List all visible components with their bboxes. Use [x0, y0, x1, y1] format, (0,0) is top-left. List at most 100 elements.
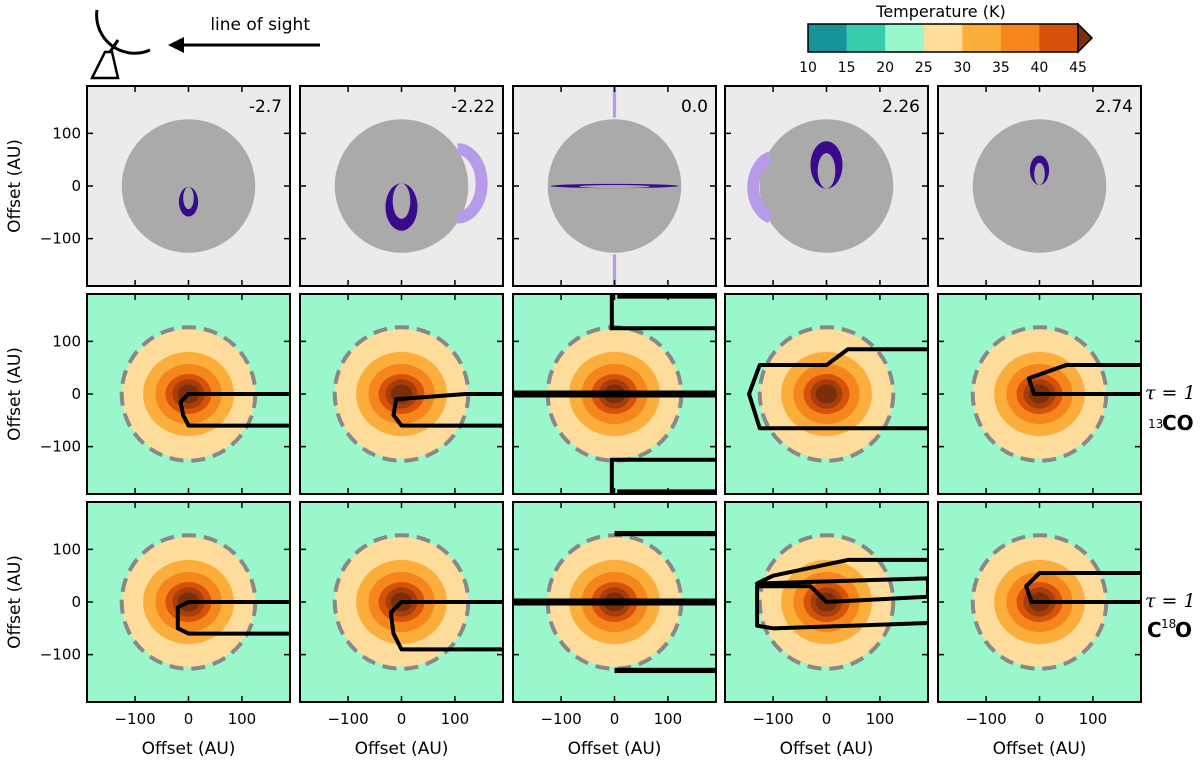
velocity-label: -2.22: [451, 97, 495, 117]
velocity-label: 2.26: [882, 97, 920, 117]
emission-arc: [457, 143, 488, 224]
y-tick-label: 0: [71, 593, 81, 611]
colorbar-tick-label: 20: [876, 60, 894, 76]
iso-sup-c18o: 18: [1161, 617, 1176, 631]
panel-r1-c5: 2.74: [937, 85, 1142, 287]
colorbar-segment: [1000, 24, 1040, 52]
x-tick-label: 0: [1035, 710, 1045, 728]
panel-r2-c2: [299, 293, 504, 495]
x-axis-label: Offset (AU): [355, 739, 449, 759]
y-tick-label: −100: [40, 230, 81, 248]
snowline-circle: [757, 533, 896, 671]
x-tick-label: 0: [822, 710, 832, 728]
x-tick-label: 0: [397, 710, 407, 728]
x-axis-label: Offset (AU): [780, 739, 874, 759]
x-tick-label: 0: [184, 710, 194, 728]
x-axis-label: Offset (AU): [142, 739, 236, 759]
panel-r2-c4: [724, 293, 929, 495]
tau-surface-line: [175, 600, 290, 636]
colorbar-extend: [1077, 22, 1094, 54]
emission-crescent-gap: [392, 183, 411, 219]
y-tick-label: −100: [40, 646, 81, 664]
panel-r3-c5: −100 0 100 Offset (AU): [937, 501, 1142, 759]
colorbar-segment: [808, 24, 848, 52]
emission-jet: [612, 86, 617, 118]
velocity-label: -2.7: [249, 97, 282, 117]
y-tick-label: 100: [52, 332, 81, 350]
colorbar-title: Temperature (K): [875, 2, 1005, 21]
emission-arc: [747, 151, 774, 224]
x-tick-label: 100: [441, 710, 470, 728]
tau-surface-line: [747, 347, 928, 431]
colorbar-tick-label: 10: [799, 60, 817, 76]
y-tick-label: 100: [52, 540, 81, 558]
tau-surface-line: [614, 530, 716, 537]
x-tick-label: −100: [327, 710, 368, 728]
line-of-sight-arrow: [168, 37, 320, 53]
tau-surface-line: [178, 392, 290, 428]
y-axis-label: Offset (AU): [5, 555, 25, 649]
temperature-contour: [815, 384, 838, 404]
tau-label-13co: τ = 1: [1145, 382, 1196, 404]
panel-r2-c5: [937, 293, 1142, 495]
x-tick-label: 100: [228, 710, 257, 728]
iso-pre-c18o: C: [1147, 618, 1162, 642]
panel-r1-c4: 2.26: [724, 85, 929, 287]
x-tick-label: −100: [752, 710, 793, 728]
panel-r3-c1: −100 0 100 Offset (AU) −100 0 100 Offset (AU): [5, 501, 291, 759]
velocity-label: 2.74: [1095, 97, 1133, 117]
colorbar-tick-label: 40: [1031, 60, 1049, 76]
x-tick-label: −100: [965, 710, 1006, 728]
y-tick-label: 0: [71, 177, 81, 195]
tau-surface-line: [388, 600, 503, 652]
y-tick-label: 0: [71, 385, 81, 403]
colorbar: 10 15 20 25 30 35 40 45: [799, 22, 1094, 76]
panel-r3-c3: −100 0 100 Offset (AU): [512, 501, 717, 759]
tau-surface-line: [1024, 571, 1141, 604]
panel-r3-c2: −100 0 100 Offset (AU): [299, 501, 504, 759]
x-tick-label: −100: [114, 710, 155, 728]
panel-r3-c4: −100 0 100 Offset (AU): [724, 501, 929, 759]
colorbar-segment: [962, 24, 1002, 52]
colorbar-tick-label: 25: [915, 60, 933, 76]
row-label-c18o: τ = 1 C 18 O: [1145, 590, 1196, 642]
panel-r2-c3: [512, 293, 717, 495]
colorbar-tick-label: 30: [953, 60, 971, 76]
tau-surface-line: [614, 667, 716, 674]
x-axis-label: Offset (AU): [568, 739, 662, 759]
emission-crescent-gap: [1034, 162, 1045, 185]
tau-surface-line: [755, 557, 928, 631]
iso-text-c18o: O: [1175, 618, 1192, 642]
tau-surface-line: [609, 457, 716, 494]
panel-grid: -2.7 −100 0 100 Offset (AU) -2.22 0.0 2.26 2.74 −…: [5, 85, 1142, 759]
panel-r1-c1: -2.7 −100 0 100 Offset (AU): [5, 85, 291, 287]
colorbar-tick-label: 45: [1069, 60, 1087, 76]
y-tick-label: −100: [40, 438, 81, 456]
emission-jet: [612, 254, 617, 286]
y-axis-label: Offset (AU): [5, 347, 25, 441]
tau-surface-line: [1026, 363, 1141, 396]
line-of-sight-label: line of sight: [210, 15, 310, 35]
velocity-label: 0.0: [681, 97, 708, 117]
disk-shadow: [972, 119, 1107, 253]
telescope-icon: [89, 9, 151, 80]
colorbar-segment: [923, 24, 963, 52]
colorbar-segment: [1039, 24, 1079, 52]
panel-r2-c1: −100 0 100 Offset (AU): [5, 293, 291, 495]
x-tick-label: 0: [610, 710, 620, 728]
x-axis-label: Offset (AU): [993, 739, 1087, 759]
y-axis-label: Offset (AU): [5, 139, 25, 233]
x-tick-label: 100: [866, 710, 895, 728]
colorbar-frame: [807, 23, 1079, 53]
tau-surface-line: [609, 294, 716, 331]
disk-shadow: [121, 119, 256, 253]
colorbar-tick-label: 15: [838, 60, 856, 76]
colorbar-tick-label: 35: [992, 60, 1010, 76]
panel-r1-c3: 0.0: [512, 85, 717, 287]
iso-text-13co: CO: [1162, 411, 1194, 435]
emission-crescent-gap: [183, 187, 194, 210]
panel-r1-c2: -2.22: [299, 85, 504, 287]
emission-crescent-gap: [579, 184, 650, 189]
emission-crescent-gap: [817, 153, 836, 189]
